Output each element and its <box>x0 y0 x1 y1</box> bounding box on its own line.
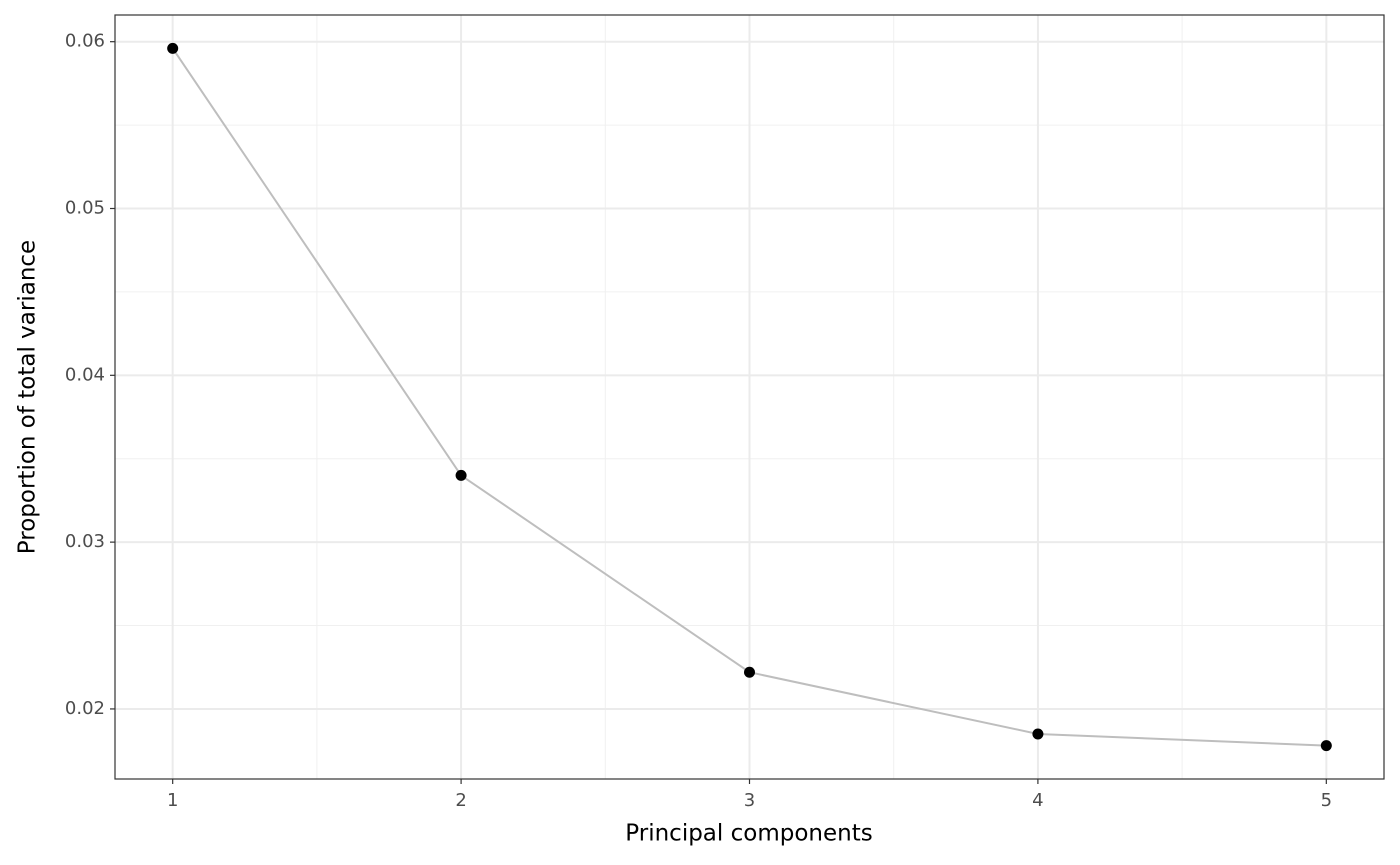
x-tick-label: 2 <box>455 790 466 811</box>
x-tick-label: 1 <box>167 790 178 811</box>
point <box>744 666 755 678</box>
x-tick-label: 4 <box>1032 790 1043 811</box>
point <box>167 42 179 54</box>
y-tick-label: 0.05 <box>65 198 105 219</box>
y-tick-label: 0.03 <box>65 531 105 552</box>
marks <box>167 42 1332 752</box>
point <box>1032 728 1044 740</box>
y-axis-title: Proportion of total variance <box>15 240 41 554</box>
y-tick-label: 0.04 <box>65 364 105 385</box>
point <box>455 469 467 481</box>
x-axis-title: Principal components <box>625 821 872 847</box>
y-tick-label: 0.02 <box>65 698 105 719</box>
point <box>1320 740 1332 752</box>
x-tick-label: 3 <box>744 790 755 811</box>
grid <box>115 15 1384 779</box>
x-tick-label: 5 <box>1321 790 1332 811</box>
y-tick-label: 0.06 <box>65 31 105 52</box>
